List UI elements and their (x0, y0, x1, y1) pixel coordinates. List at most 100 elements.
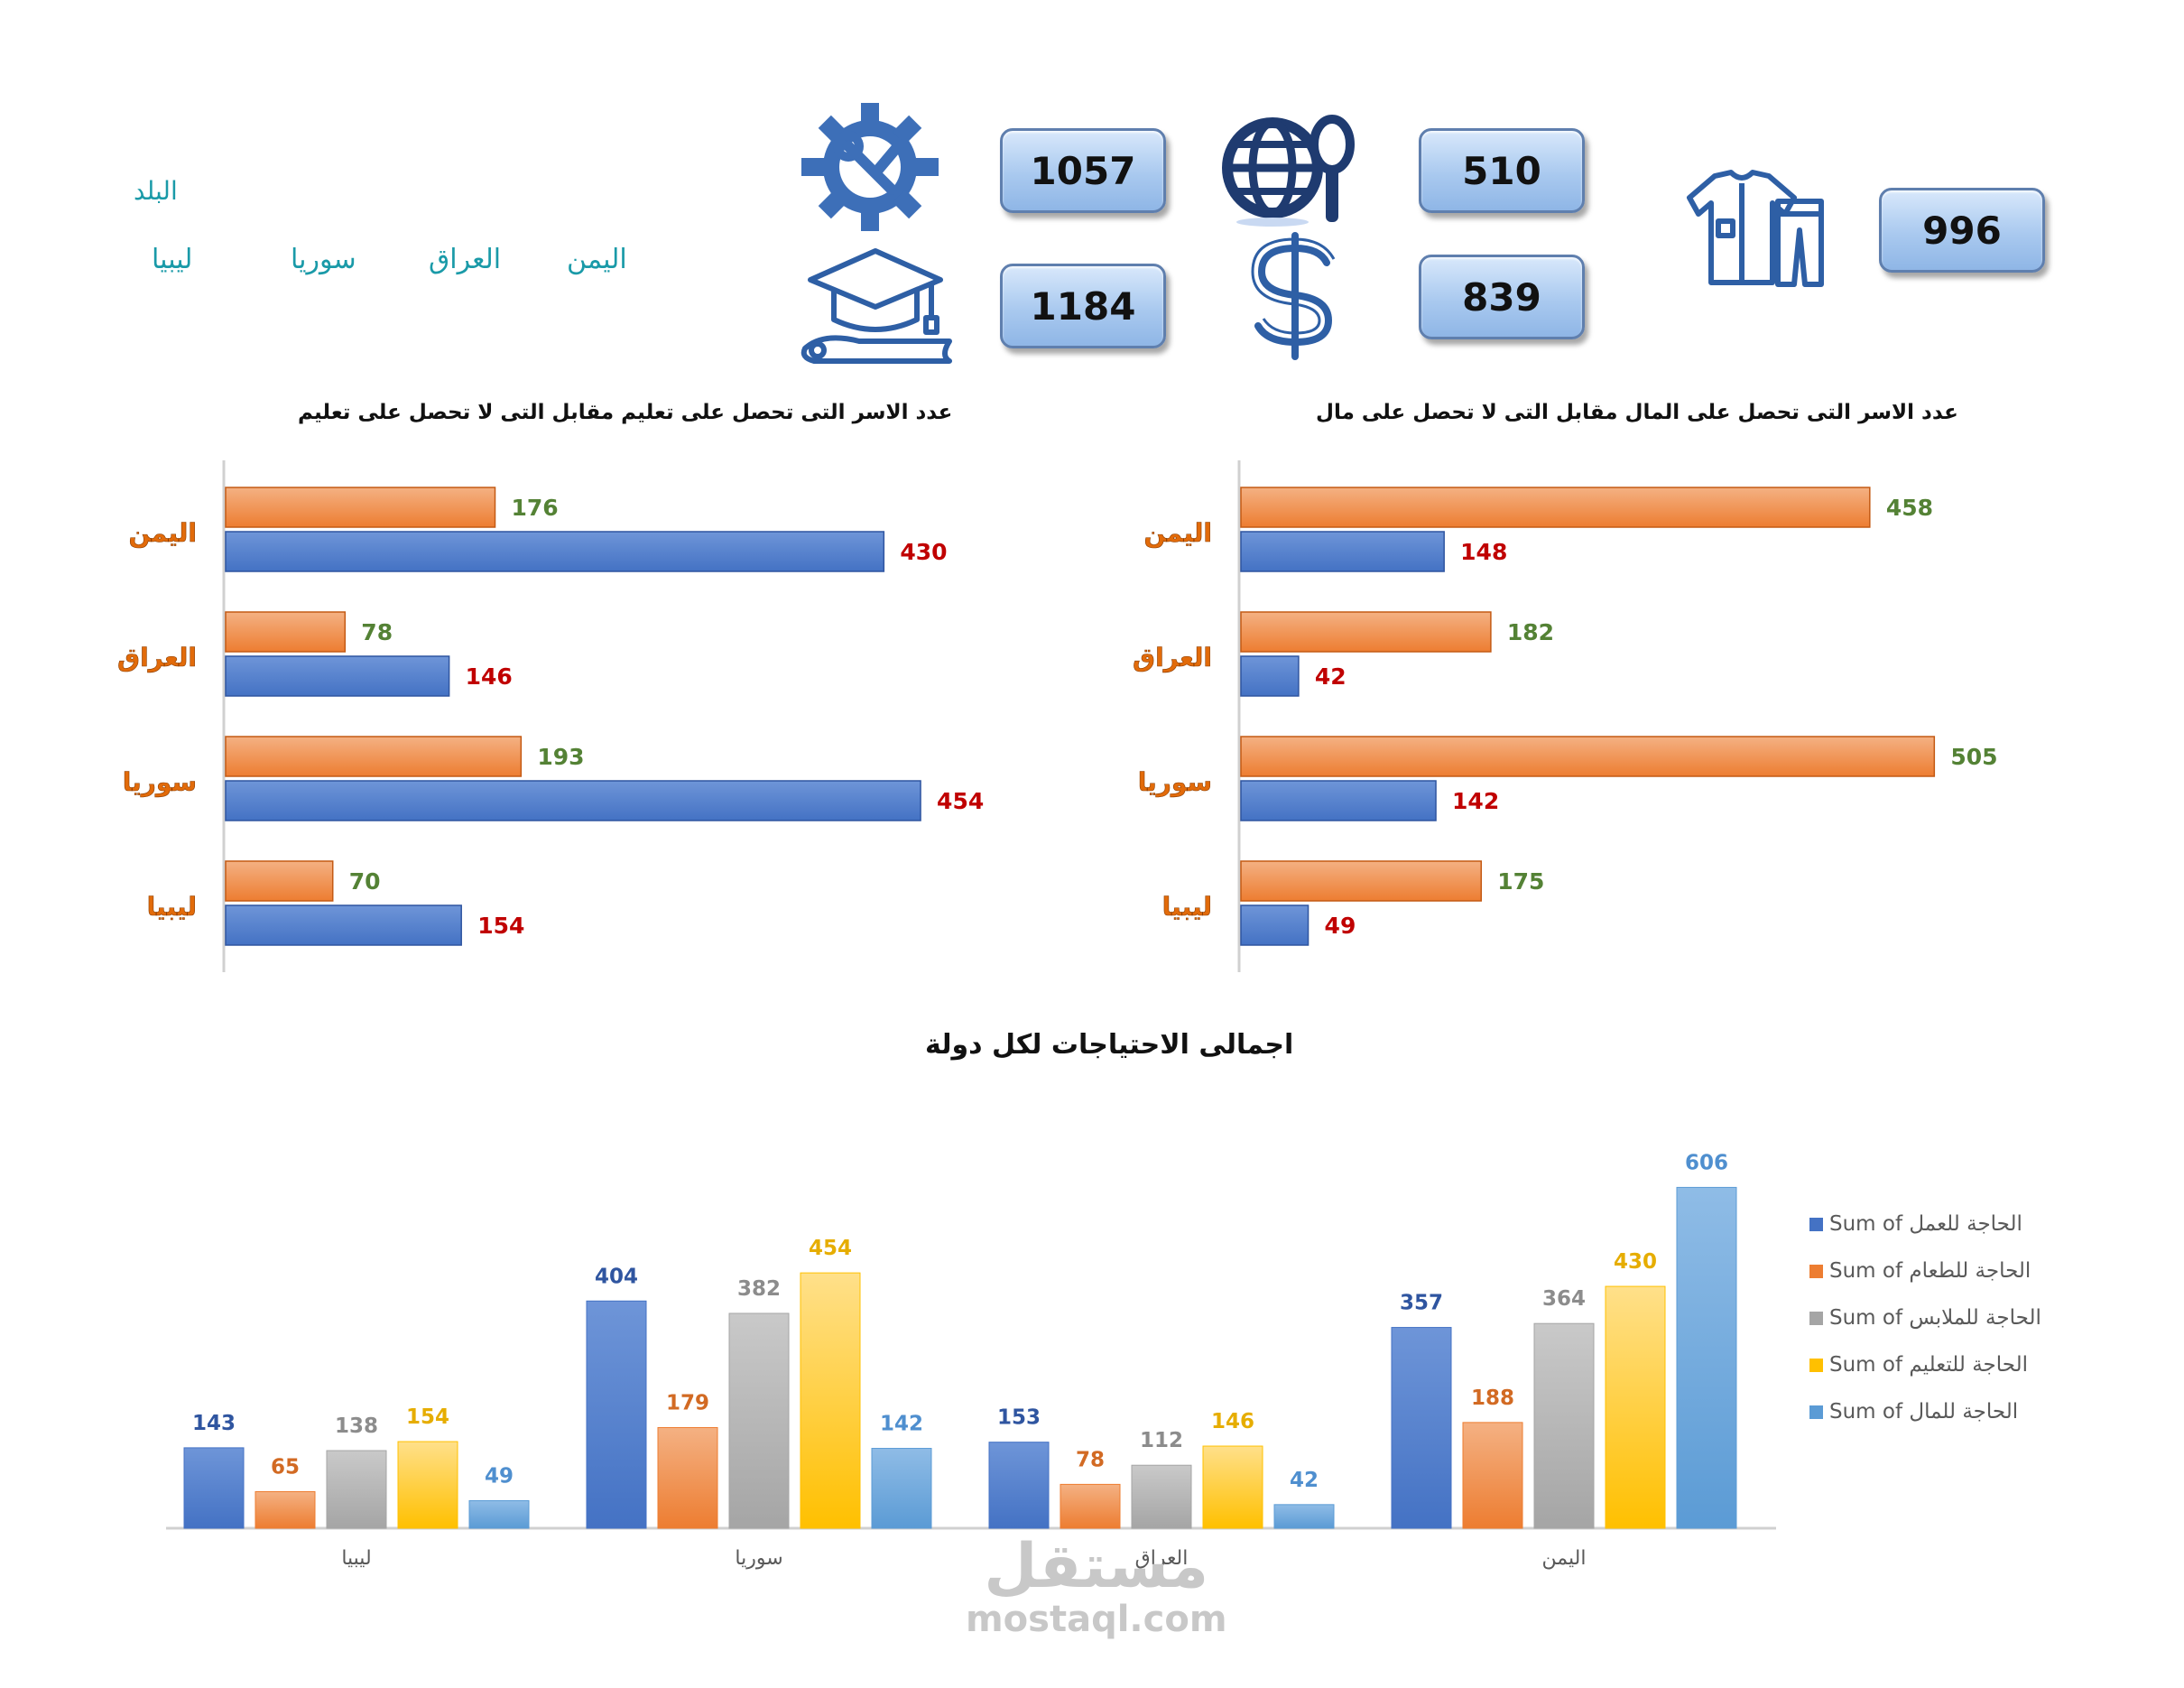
edu-bar (225, 904, 462, 946)
needs-bar (183, 1447, 245, 1529)
edu-bar (225, 487, 496, 528)
edu-data-label: 146 (466, 663, 513, 690)
watermark-arabic: مستقل (984, 1531, 1209, 1602)
needs-data-label: 65 (271, 1456, 300, 1479)
slicer-item-iraq[interactable]: العراق (429, 244, 502, 275)
needs-data-label: 357 (1400, 1292, 1443, 1315)
needs-data-label: 404 (595, 1265, 638, 1288)
kpi-work-value: 1057 (1000, 128, 1166, 213)
edu-category-label: ليبيا (147, 892, 197, 922)
needs-data-label: 142 (880, 1413, 923, 1436)
money-bar (1240, 904, 1309, 946)
needs-data-label: 364 (1542, 1287, 1586, 1311)
edu-data-label: 193 (537, 744, 584, 770)
needs-category-label: سوريا (735, 1547, 782, 1570)
needs-bar (586, 1300, 647, 1529)
needs-bar (800, 1272, 861, 1529)
needs-bar (1060, 1483, 1121, 1529)
needs-data-label: 188 (1471, 1387, 1514, 1410)
needs-data-label: 454 (809, 1237, 852, 1260)
needs-data-label: 382 (737, 1277, 781, 1301)
needs-category-label: اليمن (1542, 1547, 1587, 1570)
money-category-label: سوريا (1138, 767, 1212, 797)
needs-bar (1391, 1327, 1452, 1529)
slicer-item-yemen[interactable]: اليمن (567, 244, 627, 275)
money-bar (1240, 780, 1437, 821)
needs-bar (397, 1441, 458, 1529)
money-chart-title: عدد الاسر التى تحصل على المال مقابل التى… (1316, 401, 1958, 424)
edu-data-label: 176 (512, 495, 559, 521)
needs-bar (1676, 1186, 1737, 1529)
legend-label: Sum of الحاجة للطعام (1829, 1259, 2031, 1283)
legend-label: Sum of الحاجة للمال (1829, 1400, 2018, 1424)
kpi-food-value: 510 (1419, 128, 1585, 213)
needs-data-label: 146 (1211, 1410, 1254, 1433)
edu-bar (225, 736, 523, 777)
money-data-label: 142 (1452, 788, 1499, 814)
edu-data-label: 454 (937, 788, 984, 814)
legend-swatch (1809, 1265, 1823, 1278)
clothes-icon (1679, 167, 1837, 297)
needs-data-label: 179 (666, 1391, 709, 1414)
money-data-label: 505 (1950, 744, 1997, 770)
money-bar (1240, 611, 1492, 653)
needs-data-label: 154 (406, 1405, 449, 1429)
legend-swatch (1809, 1405, 1823, 1419)
needs-data-label: 143 (192, 1412, 236, 1435)
needs-data-label: 430 (1614, 1250, 1657, 1274)
needs-column-chart: 143 65 138 154 49 ليبيا 404 179 382 454 142 سوريا 15… (166, 1151, 2041, 1570)
slicer-title: البلد (134, 176, 178, 206)
legend-label: Sum of الحاجة للعمل (1829, 1212, 2022, 1236)
legend-label: Sum of الحاجة للملابس (1829, 1306, 2041, 1330)
money-category-label: العراق (1133, 643, 1212, 672)
money-bar (1240, 531, 1445, 572)
education-chart-title: عدد الاسر التى تحصل على تعليم مقابل التى… (298, 401, 953, 424)
needs-data-label: 606 (1685, 1151, 1728, 1174)
money-data-label: 49 (1325, 913, 1356, 939)
dollar-icon (1245, 230, 1345, 365)
slicer-item-libya[interactable]: ليبيا (152, 244, 193, 275)
needs-bar (1202, 1445, 1263, 1529)
edu-data-label: 70 (349, 868, 381, 895)
edu-bar (225, 860, 334, 902)
money-bar-chart: اليمن 458 148 العراق 182 42 سوريا 505 142 ليبيا 17… (1133, 460, 1998, 972)
watermark: مستقل mostaql.com (966, 1531, 1227, 1640)
legend-swatch (1809, 1218, 1823, 1231)
needs-bar (988, 1442, 1050, 1529)
slicer-item-syria[interactable]: سوريا (291, 244, 356, 275)
edu-category-label: سوريا (123, 767, 197, 797)
graduation-cap-icon (796, 242, 954, 372)
needs-data-label: 153 (997, 1406, 1041, 1430)
edu-bar (225, 531, 885, 572)
needs-category-label: ليبيا (341, 1547, 371, 1570)
needs-data-label: 78 (1076, 1448, 1105, 1471)
money-data-label: 458 (1886, 495, 1933, 521)
needs-data-label: 49 (485, 1464, 514, 1488)
money-bar (1240, 736, 1936, 777)
edu-data-label: 154 (477, 913, 524, 939)
needs-bar (326, 1450, 387, 1529)
money-data-label: 175 (1497, 868, 1544, 895)
needs-bar (1131, 1464, 1192, 1529)
watermark-latin: mostaql.com (966, 1599, 1227, 1640)
edu-bar (225, 611, 347, 653)
edu-data-label: 430 (900, 539, 947, 565)
needs-bar (657, 1426, 718, 1529)
needs-bar (468, 1499, 530, 1529)
money-category-label: اليمن (1143, 518, 1212, 548)
kpi-clothes-value: 996 (1879, 188, 2045, 273)
legend-swatch (1809, 1312, 1823, 1325)
edu-data-label: 78 (361, 619, 393, 645)
needs-bar (728, 1312, 790, 1529)
edu-category-label: اليمن (128, 518, 197, 548)
money-data-label: 148 (1460, 539, 1507, 565)
needs-chart-title: اجمالى الاحتياجات لكل دولة (925, 1029, 1294, 1061)
gear-wrench-icon (796, 99, 945, 238)
needs-bar (1462, 1422, 1523, 1529)
needs-data-label: 138 (335, 1414, 378, 1438)
needs-data-label: 112 (1140, 1429, 1183, 1452)
money-bar (1240, 655, 1300, 697)
needs-category-label: العراق (1135, 1547, 1189, 1570)
needs-bar (871, 1448, 932, 1529)
edu-category-label: العراق (117, 643, 197, 672)
